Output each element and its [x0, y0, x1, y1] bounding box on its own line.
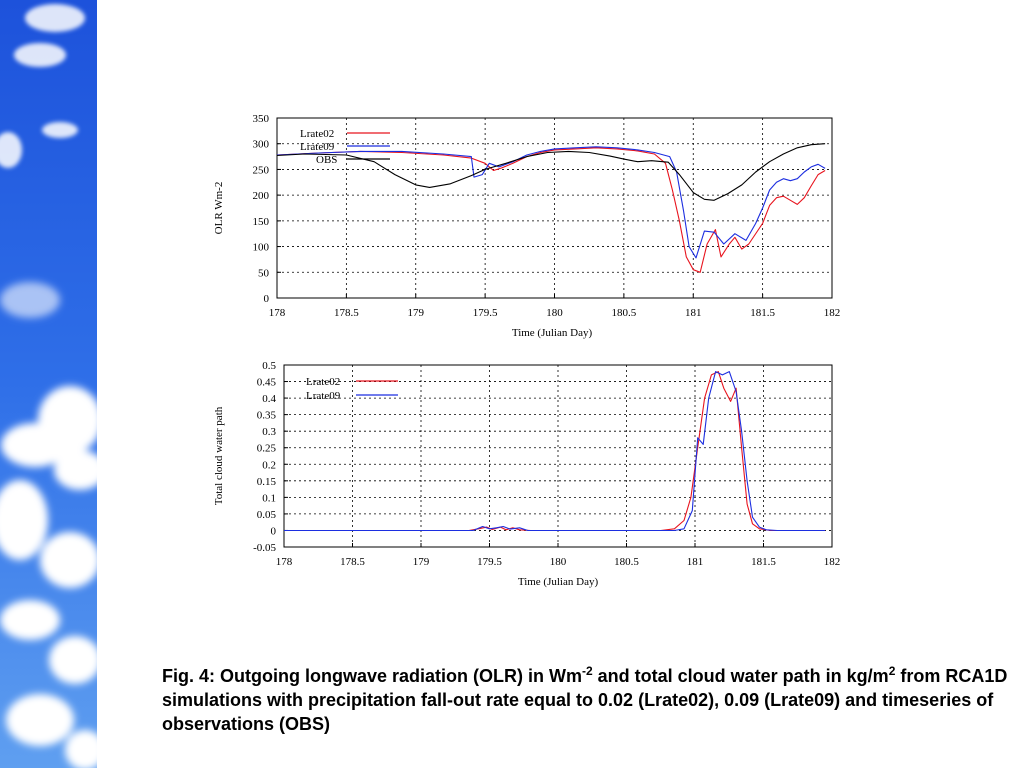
- cloud-water-y-tick-label: 0.3: [262, 426, 276, 438]
- olr-x-tick-label: 180: [546, 307, 563, 319]
- cloud-water-y-tick-label: 0.4: [262, 393, 276, 405]
- cloud-water-y-tick-label: 0.15: [257, 476, 277, 488]
- cloud-water-legend-lrate02-label: Lrate02: [306, 376, 340, 388]
- cloud-water-x-tick-label: 179.5: [477, 556, 502, 568]
- cloud-water-x-tick-label: 182: [824, 556, 841, 568]
- caption-text-part-2: and total cloud water path in kg/m: [592, 666, 889, 686]
- cloud-water-chart: -0.05 0 0.05 0.1 0.15 0.2 0.25 0.3 0.35 0.4 0.45 0.…: [213, 360, 840, 588]
- cloud-water-series-lines: [284, 371, 826, 532]
- olr-legend-lrate02-label: Lrate02: [300, 128, 334, 140]
- olr-chart: 0 50 100 150 200 250 300 350 178 178.5 179 179.5 18…: [213, 113, 840, 339]
- cloud-water-x-tick-label: 181: [687, 556, 704, 568]
- olr-y-tick-label: 250: [253, 164, 270, 176]
- olr-legend: Lrate02 Lrate09 OBS: [300, 128, 390, 166]
- olr-x-axis-label: Time (Julian Day): [512, 327, 593, 339]
- cloud-water-legend-lrate09-label: Lrate09: [306, 390, 341, 402]
- cloud-water-x-ticks: 178 178.5 179 179.5 180 180.5 181 181.5 182: [276, 543, 841, 568]
- olr-x-ticks: 178 178.5 179 179.5 180 180.5 181 181.5 182: [269, 294, 841, 319]
- olr-legend-obs-label: OBS: [316, 154, 337, 166]
- olr-y-tick-label: 50: [258, 267, 270, 279]
- cloud-water-x-tick-label: 180.5: [614, 556, 639, 568]
- cloud-water-y-tick-label: 0.05: [257, 509, 277, 521]
- olr-y-tick-label: 150: [253, 216, 270, 228]
- olr-x-tick-label: 182: [824, 307, 841, 319]
- cloud-water-y-tick-label: 0.45: [257, 377, 277, 389]
- olr-series-lrate09-line: [276, 146, 826, 259]
- cloud-water-x-tick-label: 178: [276, 556, 293, 568]
- olr-y-axis-label: OLR Wm-2: [213, 182, 225, 235]
- olr-y-tick-label: 300: [253, 139, 270, 151]
- olr-legend-lrate09-label: Lrate09: [300, 141, 335, 153]
- olr-y-ticks: 0 50 100 150 200 250 300 350: [253, 113, 281, 305]
- cloud-water-y-tick-label: 0.25: [257, 443, 277, 455]
- olr-x-tick-label: 181.5: [750, 307, 775, 319]
- charts-panel: 0 50 100 150 200 250 300 350 178 178.5 179 179.5 18…: [200, 100, 860, 600]
- caption-superscript-2: 2: [888, 664, 896, 678]
- cloud-water-y-ticks: -0.05 0 0.05 0.1 0.15 0.2 0.25 0.3 0.35 0.4 0.45 0.…: [253, 360, 288, 554]
- caption-text-part-3: from RCA1D simulations with precipitatio…: [162, 666, 1008, 734]
- olr-y-tick-label: 200: [253, 190, 270, 202]
- olr-y-tick-label: 100: [253, 242, 270, 254]
- cloud-water-y-tick-label: 0.35: [257, 410, 277, 422]
- olr-x-tick-label: 181: [685, 307, 702, 319]
- figure-caption: Fig. 4: Outgoing longwave radiation (OLR…: [162, 664, 1012, 736]
- cloud-water-y-tick-label: 0.5: [262, 360, 276, 372]
- charts-canvas: 0 50 100 150 200 250 300 350 178 178.5 179 179.5 18…: [213, 113, 840, 588]
- cloud-water-y-tick-label: -0.05: [253, 542, 276, 554]
- cloud-water-x-tick-label: 178.5: [340, 556, 365, 568]
- olr-x-tick-label: 178: [269, 307, 286, 319]
- olr-x-tick-label: 178.5: [334, 307, 359, 319]
- olr-series-lines: [276, 143, 826, 273]
- cloud-water-y-tick-label: 0.1: [262, 492, 276, 504]
- cloud-water-x-tick-label: 181.5: [751, 556, 776, 568]
- sky-clouds-image: [0, 0, 97, 768]
- cloud-water-x-tick-label: 179: [413, 556, 430, 568]
- cloud-water-series-lrate02-line: [284, 371, 826, 532]
- cloud-water-y-tick-label: 0.2: [262, 459, 276, 471]
- cloud-water-legend: Lrate02 Lrate09: [306, 376, 398, 402]
- olr-x-tick-label: 180.5: [612, 307, 637, 319]
- cloud-water-y-tick-label: 0: [271, 525, 277, 537]
- olr-x-tick-label: 179.5: [473, 307, 498, 319]
- olr-y-tick-label: 0: [264, 293, 270, 305]
- olr-y-tick-label: 350: [253, 113, 270, 125]
- cloud-water-x-axis-label: Time (Julian Day): [518, 576, 599, 588]
- cloud-water-y-axis-label: Total cloud water path: [213, 406, 225, 505]
- olr-x-tick-label: 179: [408, 307, 425, 319]
- olr-series-obs-line: [276, 143, 826, 201]
- cloud-water-x-tick-label: 180: [550, 556, 567, 568]
- sky-background: [0, 0, 97, 768]
- caption-superscript-1: -2: [581, 664, 593, 678]
- caption-text-part-1: Fig. 4: Outgoing longwave radiation (OLR…: [162, 666, 582, 686]
- cloud-water-series-lrate09-line: [284, 371, 826, 532]
